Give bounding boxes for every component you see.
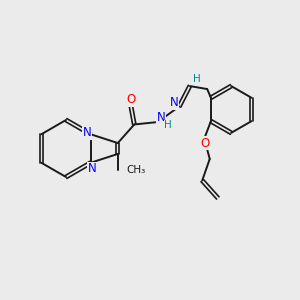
Text: O: O [200, 137, 209, 150]
Text: H: H [193, 74, 200, 85]
Text: O: O [126, 93, 135, 106]
Text: N: N [83, 126, 92, 139]
Text: H: H [164, 120, 172, 130]
Text: CH₃: CH₃ [127, 165, 146, 176]
Text: N: N [88, 162, 97, 175]
Text: N: N [169, 96, 178, 110]
Text: N: N [157, 111, 166, 124]
